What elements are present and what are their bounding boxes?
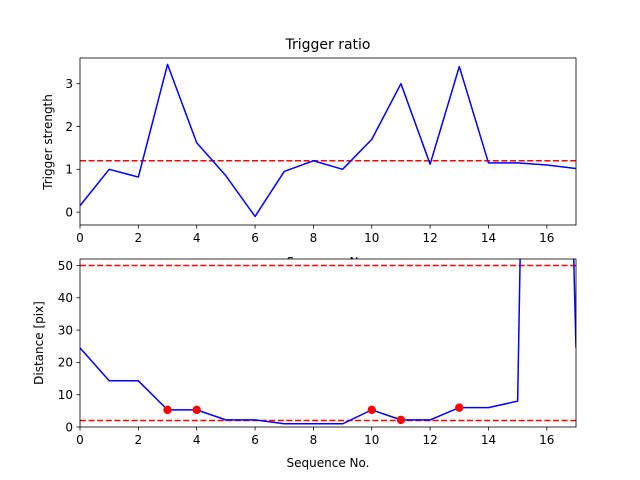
chart-title: Trigger ratio: [284, 37, 370, 53]
x-tick-label: 16: [539, 231, 554, 245]
y-tick-label: 1: [65, 163, 73, 177]
y-axis-label: Trigger strength: [41, 94, 55, 191]
data-point: [367, 405, 376, 415]
x-tick-label: 8: [310, 231, 318, 245]
plot-marks: [80, 259, 576, 425]
data-point: [192, 405, 201, 415]
y-tick-label: 3: [65, 77, 73, 91]
y-tick-label: 0: [65, 205, 73, 219]
x-tick-label: 8: [310, 433, 318, 447]
x-tick-label: 0: [76, 231, 84, 245]
plot-area-front: 0 2 4 6 8 10 12 14 16 0 10 20 30 40 50: [58, 258, 577, 447]
x-tick-label: 10: [364, 433, 379, 447]
x-tick-label: 4: [193, 231, 201, 245]
series-line: [80, 63, 576, 218]
distance-chart: Distance [pix]: [32, 301, 46, 385]
x-tick-label: 6: [251, 433, 259, 447]
x-tick-label: 0: [76, 433, 84, 447]
x-tick-label: 2: [135, 433, 143, 447]
y-tick-label: 40: [58, 291, 73, 305]
x-tick-label: 12: [422, 433, 437, 447]
data-point: [396, 415, 406, 425]
x-tick-label: 4: [193, 433, 201, 447]
y-tick-label: 2: [65, 120, 73, 134]
x-tick-label: 14: [481, 231, 496, 245]
data-point: [455, 403, 464, 412]
y-axis-label: Distance [pix]: [32, 301, 46, 385]
x-tick-label: 2: [135, 231, 143, 245]
y-tick-label: 10: [58, 388, 73, 402]
y-tick-label: 0: [65, 420, 73, 434]
y-tick-label: 30: [58, 323, 73, 337]
x-tick-label: 6: [251, 231, 259, 245]
data-point: [163, 405, 172, 415]
axes-frame: [79, 258, 577, 428]
axes-frame: [79, 57, 577, 226]
x-axis-label: Sequence No.: [287, 456, 370, 470]
x-tick-label: 14: [481, 433, 496, 447]
y-tick-label: 20: [58, 356, 73, 370]
trigger-ratio-chart: Trigger ratio Trigger strength 0 2 4 6 8 10 12…: [41, 37, 577, 245]
y-tick-label: 50: [58, 259, 73, 273]
x-tick-label: 10: [364, 231, 379, 245]
plot-marks: [80, 63, 576, 218]
x-tick-label: 16: [539, 433, 554, 447]
x-tick-label: 12: [422, 231, 437, 245]
plot-background: [80, 259, 576, 427]
